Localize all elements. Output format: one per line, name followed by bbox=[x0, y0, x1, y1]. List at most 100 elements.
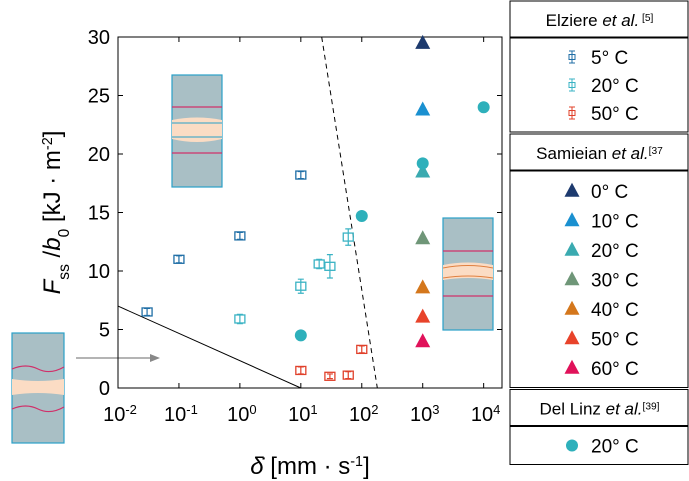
point bbox=[173, 254, 185, 264]
text-segment: et al. bbox=[602, 11, 639, 30]
tick-exponent: 3 bbox=[432, 402, 439, 417]
text-segment: ss bbox=[56, 264, 73, 280]
legend-label: 40° C bbox=[591, 300, 639, 321]
point bbox=[415, 308, 431, 323]
legend-title: Samieian et al.[37 bbox=[536, 144, 663, 163]
text-segment: et al. bbox=[606, 400, 643, 419]
point bbox=[415, 230, 431, 245]
text-segment: Del Linz bbox=[540, 400, 606, 419]
tick-exponent: 0 bbox=[249, 402, 256, 417]
tick-base: 10 bbox=[471, 404, 493, 426]
y-tick-label: 15 bbox=[88, 203, 110, 225]
point bbox=[141, 307, 153, 317]
tick-base: 10 bbox=[349, 404, 371, 426]
legend-marker bbox=[568, 110, 576, 116]
point bbox=[415, 333, 431, 348]
legend-header-box bbox=[509, 133, 689, 171]
legend-error-bar bbox=[569, 106, 575, 120]
specimen-icon bbox=[171, 74, 223, 188]
arrow-head bbox=[150, 354, 160, 362]
error-bar bbox=[297, 278, 304, 294]
point bbox=[295, 365, 307, 376]
error-bar bbox=[326, 373, 333, 380]
legend-title: Elziere et al. [5] bbox=[546, 11, 654, 30]
legend-label: 20° C bbox=[591, 76, 639, 97]
legend-label: 60° C bbox=[591, 359, 639, 380]
point bbox=[356, 344, 368, 355]
text-segment: -1 bbox=[350, 454, 363, 470]
legend-marker bbox=[564, 300, 580, 315]
point bbox=[295, 170, 307, 180]
legend-label: 50° C bbox=[591, 104, 639, 125]
x-tick-label: 104 bbox=[471, 402, 500, 427]
point bbox=[342, 232, 354, 242]
x-tick-label: 10-2 bbox=[103, 402, 137, 427]
legend-box bbox=[509, 170, 689, 388]
tick-base: 10 bbox=[164, 404, 186, 426]
tick-exponent: 4 bbox=[493, 402, 500, 417]
legend-label: 0° C bbox=[591, 182, 628, 203]
y-tick-label: 25 bbox=[88, 86, 110, 108]
point bbox=[324, 261, 336, 271]
tick-base: 10 bbox=[288, 404, 310, 426]
legend-error-bar bbox=[569, 78, 575, 92]
text-segment: ] bbox=[39, 131, 66, 138]
point bbox=[342, 370, 354, 380]
point bbox=[415, 163, 431, 178]
legend-title: Del Linz et al.[39] bbox=[540, 400, 660, 419]
error-bar bbox=[345, 228, 352, 246]
legend-label: 20° C bbox=[591, 241, 639, 262]
legend-label: 10° C bbox=[591, 211, 639, 232]
point bbox=[477, 101, 490, 114]
legend-marker bbox=[564, 359, 580, 374]
legend-marker bbox=[564, 241, 580, 256]
error-bar bbox=[326, 254, 333, 279]
legend-label: 50° C bbox=[591, 329, 639, 350]
y-tick-label: 5 bbox=[99, 320, 110, 342]
legend-marker bbox=[564, 182, 580, 197]
point bbox=[234, 231, 246, 241]
tick-base: 10 bbox=[410, 404, 432, 426]
x-tick-label: 101 bbox=[288, 402, 317, 427]
legend-box bbox=[509, 426, 689, 465]
legend-error-bar bbox=[569, 50, 575, 64]
specimen-icon bbox=[442, 217, 494, 331]
tick-base: 10 bbox=[103, 404, 125, 426]
legend-box bbox=[509, 37, 689, 133]
x-tick-label: 103 bbox=[410, 402, 439, 427]
tick-exponent: -2 bbox=[125, 402, 137, 417]
point bbox=[415, 279, 431, 294]
y-axis-label: Fss /b0 [kJ · m-2] bbox=[39, 131, 73, 295]
text-segment: F bbox=[39, 278, 66, 294]
legend-label: 20° C bbox=[591, 437, 639, 458]
point bbox=[295, 281, 307, 291]
legend-marker bbox=[568, 82, 576, 88]
y-tick-label: 0 bbox=[99, 378, 110, 400]
point bbox=[324, 371, 336, 381]
tick-base: 10 bbox=[227, 404, 249, 426]
point bbox=[415, 34, 431, 49]
text-segment: Samieian bbox=[536, 144, 612, 163]
tick-exponent: 2 bbox=[371, 402, 378, 417]
legend-label: 30° C bbox=[591, 270, 639, 291]
point bbox=[234, 314, 246, 324]
tick-exponent: -1 bbox=[186, 402, 198, 417]
y-tick-label: 20 bbox=[88, 144, 110, 166]
legend-marker bbox=[564, 271, 580, 286]
text-segment: Elziere bbox=[546, 11, 603, 30]
specimen-icon bbox=[11, 332, 65, 444]
legend-marker bbox=[566, 439, 578, 452]
legend-marker bbox=[564, 212, 580, 227]
legend-header-box bbox=[509, 389, 689, 426]
text-segment: [39] bbox=[643, 401, 660, 412]
point bbox=[294, 329, 307, 342]
reference-line bbox=[117, 305, 302, 389]
text-segment: b bbox=[39, 237, 66, 250]
text-segment: et al. bbox=[612, 144, 649, 163]
tick-exponent: 1 bbox=[310, 402, 317, 417]
point bbox=[355, 210, 368, 223]
specimen-icons bbox=[11, 74, 494, 444]
x-tick-label: 102 bbox=[349, 402, 378, 427]
text-segment: ] bbox=[363, 453, 370, 480]
